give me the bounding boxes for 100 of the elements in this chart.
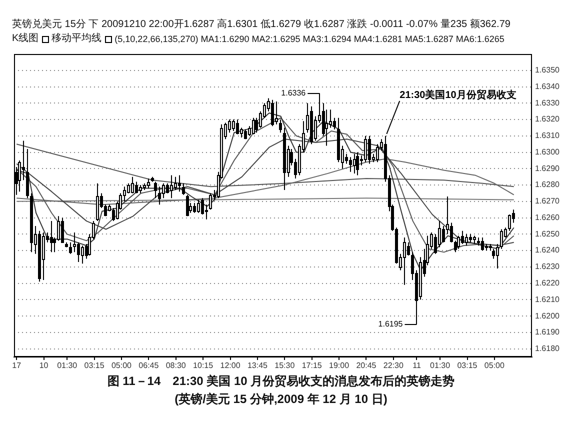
candlestick [275,101,278,125]
candlestick [50,220,53,253]
candlestick [112,207,115,222]
x-tick-label: 11 [412,361,422,370]
candlestick [364,135,367,163]
y-tick-label: 1.6220 [535,278,560,288]
text: (英镑/美元 15 分钟,2009 年 12 月 10 日) [174,391,388,407]
candlestick [61,217,64,243]
candlestick [154,181,157,199]
text: 英镑兑美元 15分 下 20091210 22:00开1.6287 高1.6301 低1.6279 收1.6287 涨跌 -0.0011 -0.07% 量235 额362.79 [12,19,510,31]
x-tick-label: 03:15 [457,361,478,370]
candlestick [57,216,60,242]
candlestick [236,119,239,135]
candlestick [345,153,348,164]
y-tick-label: 1.6240 [535,246,560,255]
candlestick [197,199,200,214]
y-tick-label: 1.6340 [535,82,560,91]
candlestick [465,234,468,246]
candlestick [81,245,84,264]
y-tick-label: 1.6290 [535,164,560,173]
y-tick-label: 1.6230 [535,262,560,272]
candlestick [193,202,196,214]
annotation: 21:30美国10月份贸易收支 [400,88,516,101]
candlestick [178,174,181,192]
text: 移动平均线 [52,33,102,45]
x-tick-label: 10:15 [193,361,214,370]
candlestick [454,240,457,253]
y-tick-label: 1.6260 [535,212,560,222]
x-tick-label: 22:30 [383,361,404,370]
x-tick-label: 01:30 [57,361,78,370]
y-tick-label: 1.6210 [535,294,560,304]
y-tick-label: 1.6280 [535,180,560,190]
candlestick [496,243,499,270]
candlestick [232,119,235,132]
candlestick [18,160,21,192]
x-tick-label: 17:15 [302,361,322,370]
candlestick [170,174,173,199]
annotation: 1.6336 [281,88,306,98]
candlestick [228,119,231,134]
candlestick [450,222,453,243]
candlestick [69,242,72,254]
candlestick [442,225,445,243]
x-tick-label: 15:30 [274,361,296,370]
candlestick [73,232,76,253]
candlestick [131,176,134,194]
candlestick [500,228,503,250]
candlestick [368,135,371,164]
candlestick [22,140,25,181]
candlestick [209,192,212,210]
candlestick [407,242,410,256]
y-tick-label: 1.6250 [535,229,560,238]
text: K线图 [12,33,39,45]
y-tick-label: 1.6180 [535,344,560,354]
candlestick [461,230,464,244]
y-tick-label: 1.6270 [535,196,560,206]
candlestick [279,119,282,134]
y-tick-label: 1.6200 [535,311,560,320]
x-tick-label: 10 [39,361,49,370]
x-tick-label: 17 [12,361,22,370]
candlestick [240,127,243,138]
y-tick-label: 1.6320 [535,114,560,124]
x-tick-label: 03:15 [84,361,105,370]
candlestick [186,194,189,217]
candlestick [77,242,80,263]
y-tick-label: 1.6330 [535,98,560,108]
candlestick [508,214,511,232]
candlestick [252,117,255,135]
x-tick-label: 06:45 [138,361,160,370]
candlestick [174,176,177,190]
candlestick [349,156,352,172]
candlestick [481,236,484,252]
text: (5,10,22,66,135,270) MA1:1.6290 MA2:1.6295 MA3:1.6294 MA4:1.6281 MA5:1.6287 MA6:1.6265 [114,33,504,45]
candlestick [26,148,29,199]
candlestick [403,236,406,286]
annotation: 1.6195 [378,319,404,328]
candlestick [147,178,150,189]
candlestick [96,182,99,222]
candlestick [271,99,274,127]
candlestick [205,204,208,220]
candlestick [255,117,258,134]
y-tick-label: 1.6190 [535,328,560,337]
text: 图 11－14 21:30 美国 10 月份贸易收支的消息发布后的英镑走势 [106,373,456,389]
candlestick [201,198,204,216]
x-tick-label: 19:00 [329,361,350,370]
candlestick [325,109,328,146]
x-tick-label: 20:45 [356,361,377,370]
candlestick [329,109,332,128]
x-tick-label: 05:00 [484,361,505,370]
y-tick-label: 1.6300 [535,147,560,156]
x-tick-label: 13:45 [247,361,268,370]
candlestick [162,182,165,199]
candlestick [356,152,359,176]
x-tick-label: 12:00 [220,361,241,370]
candlestick [182,182,185,196]
candlestick [492,248,495,260]
candlestick [376,144,379,163]
candlestick [333,117,336,130]
y-tick-label: 1.6350 [535,66,560,75]
candlestick [42,232,45,281]
x-tick-label: 05:00 [111,361,132,370]
